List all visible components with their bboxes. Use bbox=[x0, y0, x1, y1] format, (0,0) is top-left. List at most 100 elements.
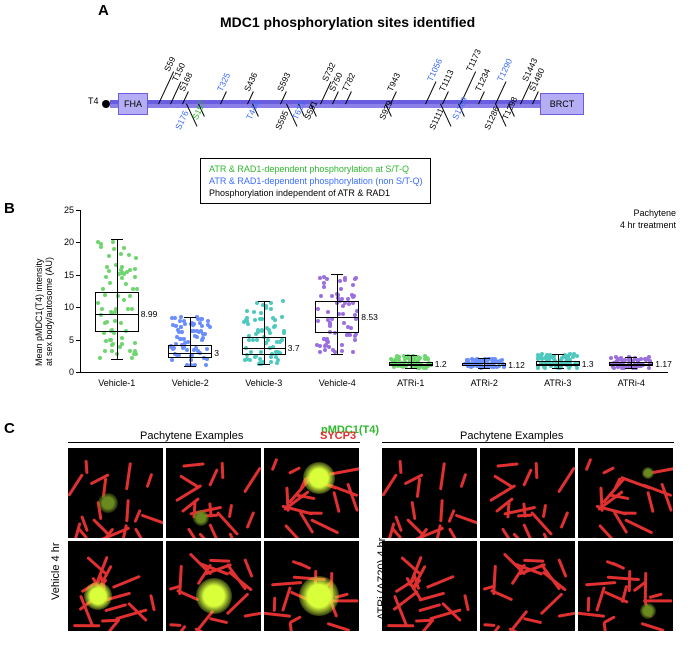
chromosome bbox=[560, 511, 570, 528]
chromosome bbox=[578, 611, 605, 618]
data-point bbox=[101, 287, 105, 291]
data-point bbox=[96, 240, 100, 244]
chromosome bbox=[523, 559, 545, 563]
chromosome bbox=[85, 460, 89, 474]
signal-blob bbox=[84, 582, 112, 610]
data-point bbox=[264, 306, 268, 310]
chromosome bbox=[541, 504, 546, 518]
data-point bbox=[104, 275, 108, 279]
x-category-label: ATRi-4 bbox=[618, 378, 645, 388]
chromosome bbox=[415, 478, 420, 498]
chromosome bbox=[134, 527, 147, 538]
y-axis-label: Mean pMDC1(T4) intensityat sex body/auto… bbox=[34, 257, 54, 366]
data-point bbox=[647, 366, 651, 370]
chromosome bbox=[244, 610, 261, 618]
micrograph-cell bbox=[578, 448, 673, 538]
t4-label: T4 bbox=[88, 96, 99, 106]
data-point bbox=[253, 318, 257, 322]
data-point bbox=[352, 294, 356, 298]
chromosome bbox=[271, 581, 303, 586]
site-label: S1111 bbox=[427, 106, 446, 131]
site-label: S595 bbox=[273, 109, 290, 131]
chromosome bbox=[628, 570, 632, 592]
median-label: 1.12 bbox=[508, 360, 525, 370]
chromosome bbox=[112, 575, 141, 589]
data-point bbox=[131, 287, 135, 291]
data-point bbox=[254, 332, 258, 336]
data-point bbox=[120, 336, 124, 340]
data-point bbox=[191, 323, 195, 327]
chromosome bbox=[603, 615, 616, 624]
legend-line: ATR & RAD1-dependent phosphorylation (no… bbox=[209, 175, 422, 187]
data-point bbox=[560, 356, 564, 360]
chromosome bbox=[660, 482, 673, 512]
boxplot-box bbox=[242, 337, 286, 355]
x-category-label: ATRi-1 bbox=[397, 378, 424, 388]
chromosome bbox=[198, 532, 222, 538]
data-point bbox=[566, 354, 570, 358]
chromosome bbox=[69, 522, 81, 538]
chromosome bbox=[522, 523, 532, 538]
signal-blob bbox=[98, 493, 118, 513]
micrograph-cell bbox=[480, 448, 575, 538]
site-label: S1286 bbox=[482, 104, 501, 131]
panel-b-chart: Pachytene 4 hr treatment 0510152025Mean … bbox=[20, 202, 680, 402]
micrograph-cell bbox=[382, 541, 477, 631]
panel-c-right-title: Pachytene Examples bbox=[460, 430, 563, 442]
signal-blob bbox=[642, 467, 654, 479]
chromosome bbox=[244, 558, 254, 578]
data-point bbox=[267, 328, 271, 332]
panel-c-rule-right bbox=[382, 442, 674, 443]
site-label: S176 bbox=[173, 109, 190, 131]
chromosome bbox=[426, 575, 455, 589]
chromosome bbox=[454, 514, 477, 525]
data-point bbox=[470, 357, 474, 361]
chromosome bbox=[602, 467, 615, 476]
panel-a-legend: ATR & RAD1-dependent phosphorylation at … bbox=[200, 158, 431, 204]
data-point bbox=[340, 349, 344, 353]
data-point bbox=[424, 356, 428, 360]
chromosome bbox=[508, 627, 533, 631]
median-label: 8.99 bbox=[141, 309, 158, 319]
data-point bbox=[269, 301, 273, 305]
chromosome bbox=[587, 597, 590, 612]
ytick-label: 20 bbox=[54, 237, 74, 247]
site-label: S593 bbox=[275, 71, 292, 93]
micrograph-cell bbox=[382, 448, 477, 538]
data-point bbox=[204, 363, 208, 367]
chromosome bbox=[558, 558, 568, 578]
chromosome bbox=[209, 617, 228, 624]
data-point bbox=[323, 348, 327, 352]
chromosome bbox=[291, 560, 304, 567]
chromosome bbox=[501, 528, 512, 538]
micrograph-cell bbox=[264, 541, 359, 631]
data-point bbox=[245, 316, 249, 320]
legend-line: ATR & RAD1-dependent phosphorylation at … bbox=[209, 163, 422, 175]
data-point bbox=[536, 366, 540, 370]
data-point bbox=[318, 276, 322, 280]
micrograph-cell bbox=[166, 448, 261, 538]
data-point bbox=[111, 342, 115, 346]
panel-c-marker-red: SYCP3 bbox=[320, 430, 356, 442]
data-point bbox=[330, 294, 334, 298]
data-point bbox=[269, 307, 273, 311]
micrograph-cell bbox=[68, 541, 163, 631]
chromosome bbox=[346, 482, 359, 512]
chromosome bbox=[557, 466, 575, 492]
panel-c-left-title: Pachytene Examples bbox=[140, 430, 243, 442]
data-point bbox=[253, 355, 257, 359]
data-point bbox=[206, 323, 210, 327]
chromosome bbox=[558, 610, 575, 618]
data-point bbox=[122, 246, 126, 250]
median-label: 1.2 bbox=[435, 359, 447, 369]
chromosome bbox=[460, 473, 468, 488]
data-point bbox=[326, 340, 330, 344]
chromosome bbox=[146, 473, 154, 488]
chromosome bbox=[540, 563, 561, 590]
data-point bbox=[319, 294, 323, 298]
data-point bbox=[345, 333, 349, 337]
data-point bbox=[575, 354, 579, 358]
chromosome bbox=[246, 511, 256, 528]
protein-nterm-dot bbox=[102, 100, 110, 108]
chromosome bbox=[327, 622, 351, 631]
